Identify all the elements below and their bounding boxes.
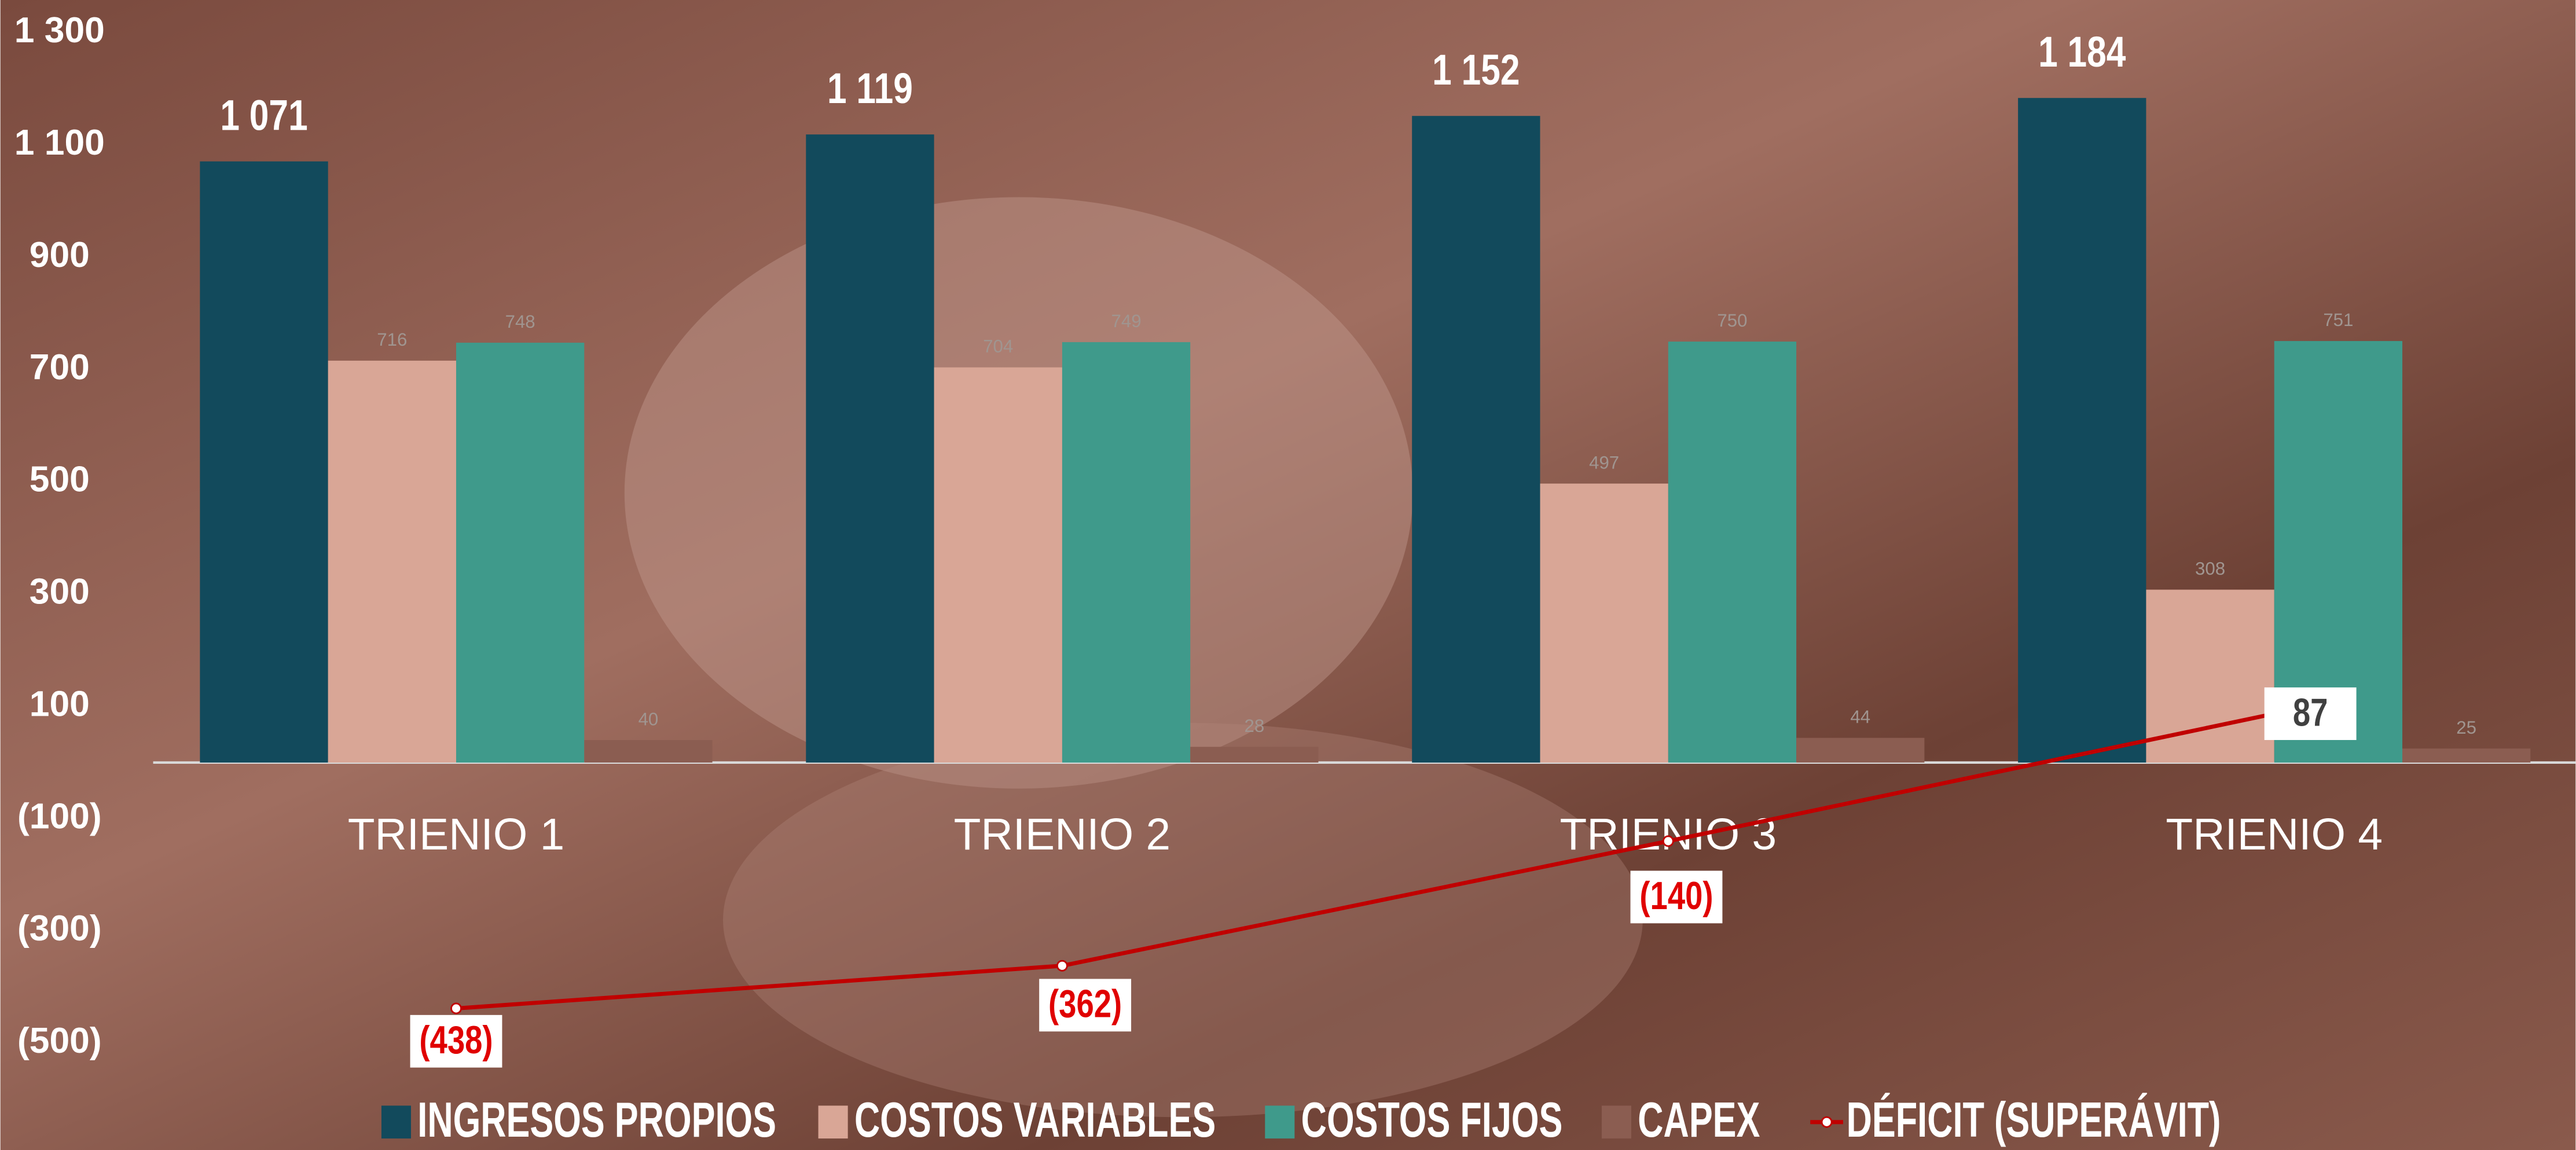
data-label: 704 <box>983 336 1013 357</box>
data-label-box <box>410 1015 502 1068</box>
data-label: 25 <box>2456 717 2476 738</box>
data-label: 1 119 <box>827 65 913 112</box>
x-tick-label: TRIENIO 3 <box>1560 810 1777 859</box>
bar <box>1796 738 1925 763</box>
y-tick-label: 1 100 <box>14 123 105 163</box>
legend-swatch <box>818 1105 848 1139</box>
x-tick-label: TRIENIO 2 <box>954 810 1171 859</box>
y-tick-label: (300) <box>17 909 102 948</box>
data-label: 1 071 <box>220 92 307 140</box>
y-tick-label: 100 <box>30 684 90 724</box>
legend-swatch <box>1821 1116 1833 1128</box>
data-label-box <box>1630 870 1723 924</box>
legend-label: DÉFICIT (SUPERÁVIT) <box>1847 1092 2221 1147</box>
bar <box>1062 342 1191 763</box>
legend-label: CAPEX <box>1638 1092 1760 1147</box>
y-tick-label: 900 <box>30 235 90 275</box>
bar <box>2402 748 2531 763</box>
data-label: 1 184 <box>2038 28 2126 76</box>
bar <box>1668 341 1797 763</box>
data-label: 44 <box>1850 706 1870 727</box>
bar <box>1540 484 1668 763</box>
data-label: 750 <box>1717 310 1747 331</box>
x-tick-label: TRIENIO 1 <box>348 810 565 859</box>
data-label: (438) <box>419 1018 493 1062</box>
data-label: 87 <box>2293 691 2328 735</box>
line-point <box>1056 959 1068 972</box>
y-tick-label: 700 <box>30 347 90 387</box>
line <box>456 712 2275 1011</box>
y-tick-label: 300 <box>30 572 90 612</box>
data-label: 749 <box>1111 311 1142 331</box>
data-label: 716 <box>377 329 407 350</box>
data-label-box <box>2264 687 2357 740</box>
y-tick-label: (500) <box>17 1021 102 1061</box>
data-label-box <box>1039 979 1132 1032</box>
background-pipe <box>723 723 1643 1118</box>
bar <box>2018 98 2146 763</box>
bar <box>1190 746 1319 763</box>
data-label: (140) <box>1639 874 1713 918</box>
legend-swatch <box>1265 1105 1295 1139</box>
data-label: (362) <box>1048 982 1122 1026</box>
data-label: 748 <box>505 312 535 332</box>
y-tick-label: 500 <box>30 460 90 500</box>
bar <box>584 740 713 763</box>
data-label: 308 <box>2195 559 2225 579</box>
bar <box>2146 589 2274 763</box>
legend-label: COSTOS FIJOS <box>1301 1092 1563 1147</box>
bar <box>200 161 328 763</box>
data-label: 497 <box>1589 452 1619 473</box>
line-point <box>1662 835 1674 847</box>
data-label: 40 <box>639 709 659 729</box>
legend-label: COSTOS VARIABLES <box>854 1092 1216 1147</box>
legend-label: INGRESOS PROPIOS <box>417 1092 776 1147</box>
data-label: 28 <box>1244 716 1264 736</box>
bar <box>328 360 456 763</box>
y-tick-label: (100) <box>17 796 102 836</box>
data-label: 751 <box>2323 310 2353 330</box>
bar <box>1412 116 1540 763</box>
y-tick-label: 1 300 <box>14 10 105 50</box>
bar <box>934 367 1062 763</box>
data-label: 1 152 <box>1432 46 1520 94</box>
x-tick-label: TRIENIO 4 <box>2166 810 2383 859</box>
line-point <box>450 1002 462 1015</box>
legend-swatch <box>1601 1105 1631 1139</box>
legend-swatch <box>381 1105 411 1139</box>
bar <box>806 134 934 763</box>
bar <box>456 342 585 763</box>
